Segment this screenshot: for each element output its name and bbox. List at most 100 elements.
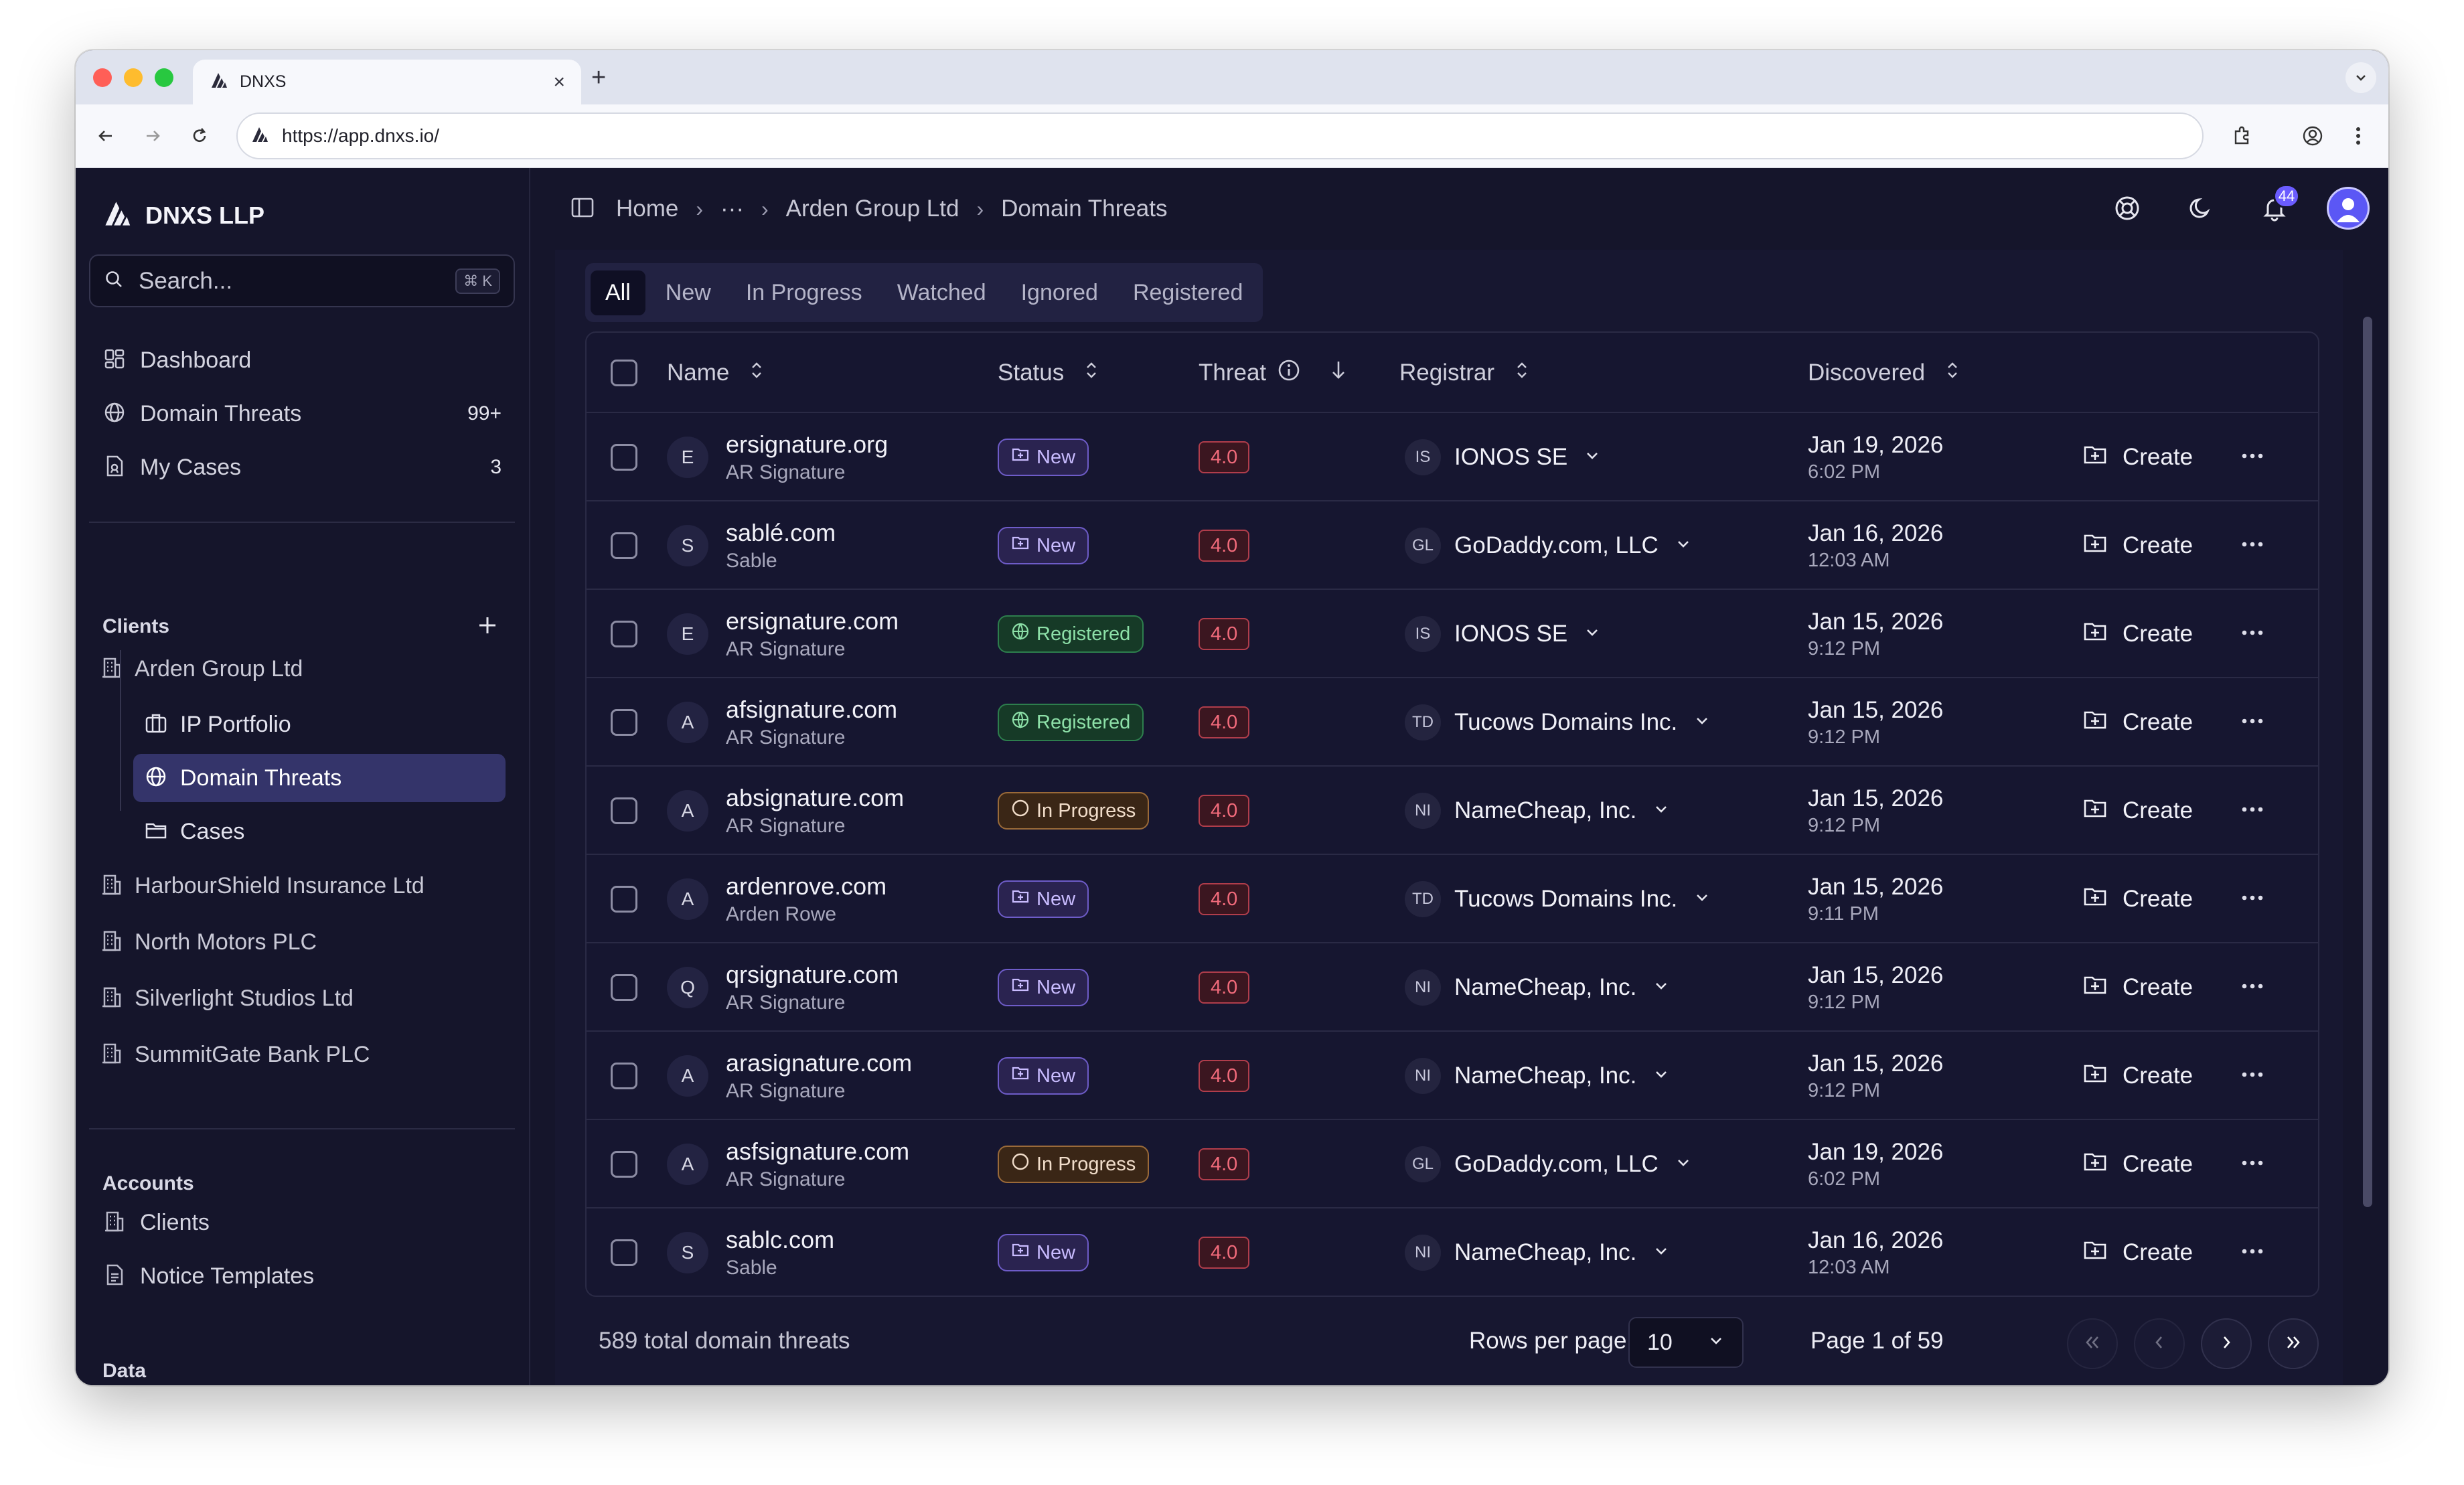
- scrollbar-thumb[interactable]: [2363, 317, 2372, 1207]
- filter-tab-watched[interactable]: Watched: [897, 279, 986, 305]
- address-bar[interactable]: https://app.dnxs.io/: [236, 112, 2204, 159]
- sub-cases[interactable]: Cases: [133, 807, 506, 856]
- dark-mode-moon-icon[interactable]: [2179, 187, 2222, 230]
- chevron-down-icon[interactable]: [1652, 1243, 1670, 1263]
- maximize-window-button[interactable]: [155, 68, 173, 87]
- notifications-bell-icon[interactable]: 44: [2253, 184, 2300, 230]
- status-badge[interactable]: Registered: [998, 615, 1144, 653]
- rows-per-page-select[interactable]: 10: [1628, 1317, 1744, 1368]
- status-badge[interactable]: New: [998, 527, 1089, 564]
- create-case-button[interactable]: Create: [2082, 413, 2193, 501]
- chevron-down-icon[interactable]: [1675, 536, 1692, 556]
- row-actions-button[interactable]: [2240, 943, 2264, 1032]
- row-checkbox[interactable]: [611, 797, 637, 824]
- row-actions-button[interactable]: [2240, 590, 2264, 678]
- create-case-button[interactable]: Create: [2082, 767, 2193, 855]
- extensions-icon[interactable]: [2225, 119, 2258, 153]
- nav-domain-threats[interactable]: Domain Threats 99+: [89, 390, 515, 437]
- row-checkbox[interactable]: [611, 886, 637, 913]
- create-case-button[interactable]: Create: [2082, 590, 2193, 678]
- registrar-cell[interactable]: NI NameCheap, Inc.: [1405, 1032, 1670, 1120]
- column-registrar[interactable]: Registrar: [1399, 333, 1529, 413]
- table-row[interactable]: S sablc.com Sable New 4.0 NI NameCheap, …: [587, 1208, 2318, 1296]
- sort-descending-arrow-icon[interactable]: [1329, 359, 1348, 388]
- row-actions-button[interactable]: [2240, 767, 2264, 855]
- next-page-button[interactable]: [2201, 1318, 2252, 1369]
- sidebar-toggle-icon[interactable]: [569, 194, 596, 224]
- table-row[interactable]: A absignature.com AR Signature In Progre…: [587, 767, 2318, 855]
- select-all-checkbox[interactable]: [611, 360, 637, 386]
- row-checkbox[interactable]: [611, 974, 637, 1001]
- sub-domain-threats[interactable]: Domain Threats: [133, 754, 506, 802]
- domain-name[interactable]: sablc.com: [726, 1226, 835, 1253]
- nav-my-cases[interactable]: My Cases 3: [89, 444, 515, 491]
- status-badge[interactable]: New: [998, 439, 1089, 476]
- domain-name[interactable]: arasignature.com: [726, 1049, 913, 1077]
- search-input[interactable]: [139, 267, 441, 295]
- browser-tab[interactable]: DNXS ×: [193, 60, 581, 104]
- column-threat[interactable]: Threat: [1199, 333, 1348, 413]
- status-badge[interactable]: New: [998, 969, 1089, 1006]
- domain-name[interactable]: absignature.com: [726, 784, 905, 811]
- sub-ip-portfolio[interactable]: IP Portfolio: [133, 700, 506, 749]
- domain-name[interactable]: afsignature.com: [726, 696, 898, 723]
- registrar-cell[interactable]: NI NameCheap, Inc.: [1405, 1208, 1670, 1296]
- forward-arrow-icon[interactable]: [136, 119, 169, 153]
- profile-icon[interactable]: [2296, 119, 2329, 153]
- client-arden-group[interactable]: Arden Group Ltd: [89, 645, 515, 692]
- create-case-button[interactable]: Create: [2082, 1032, 2193, 1120]
- client-summitgate[interactable]: SummitGate Bank PLC: [89, 1031, 515, 1078]
- status-badge[interactable]: New: [998, 880, 1089, 918]
- chevron-down-icon[interactable]: [1584, 447, 1601, 468]
- table-row[interactable]: A asfsignature.com AR Signature In Progr…: [587, 1120, 2318, 1208]
- help-lifebuoy-icon[interactable]: [2106, 187, 2149, 230]
- registrar-cell[interactable]: IS IONOS SE: [1405, 590, 1601, 678]
- column-name[interactable]: Name: [667, 333, 764, 413]
- status-badge[interactable]: In Progress: [998, 1146, 1150, 1183]
- domain-name[interactable]: ersignature.com: [726, 607, 899, 635]
- filter-tab-registered[interactable]: Registered: [1132, 279, 1243, 305]
- row-checkbox[interactable]: [611, 444, 637, 471]
- table-row[interactable]: A ardenrove.com Arden Rowe New 4.0 TD Tu…: [587, 855, 2318, 943]
- tab-close-icon[interactable]: ×: [553, 70, 565, 93]
- registrar-cell[interactable]: NI NameCheap, Inc.: [1405, 943, 1670, 1032]
- minimize-window-button[interactable]: [124, 68, 143, 87]
- filter-tab-new[interactable]: New: [665, 279, 711, 305]
- row-actions-button[interactable]: [2240, 501, 2264, 590]
- row-actions-button[interactable]: [2240, 1120, 2264, 1208]
- nav-dashboard[interactable]: Dashboard: [89, 337, 515, 384]
- tab-menu-chevron-icon[interactable]: [2345, 62, 2376, 93]
- domain-name[interactable]: ersignature.org: [726, 431, 889, 458]
- row-checkbox[interactable]: [611, 532, 637, 559]
- add-client-button[interactable]: [471, 609, 504, 642]
- registrar-cell[interactable]: TD Tucows Domains Inc.: [1405, 678, 1711, 767]
- chevron-down-icon[interactable]: [1652, 1066, 1670, 1087]
- create-case-button[interactable]: Create: [2082, 1120, 2193, 1208]
- row-actions-button[interactable]: [2240, 1208, 2264, 1296]
- row-checkbox[interactable]: [611, 1151, 637, 1178]
- create-case-button[interactable]: Create: [2082, 678, 2193, 767]
- create-case-button[interactable]: Create: [2082, 855, 2193, 943]
- breadcrumb-ellipsis[interactable]: ···: [720, 196, 744, 222]
- client-north-motors[interactable]: North Motors PLC: [89, 919, 515, 965]
- previous-page-button[interactable]: [2134, 1318, 2185, 1369]
- nav-notice-templates[interactable]: Notice Templates: [89, 1253, 515, 1300]
- search-box[interactable]: ⌘ K: [89, 254, 515, 307]
- table-row[interactable]: E ersignature.com AR Signature Registere…: [587, 590, 2318, 678]
- row-checkbox[interactable]: [611, 709, 637, 736]
- status-badge[interactable]: New: [998, 1057, 1089, 1095]
- filter-tab-all[interactable]: All: [591, 270, 645, 315]
- brand[interactable]: DNXS LLP: [101, 198, 264, 233]
- chevron-down-icon[interactable]: [1652, 978, 1670, 998]
- first-page-button[interactable]: [2067, 1318, 2118, 1369]
- new-tab-icon[interactable]: +: [591, 64, 607, 92]
- chevron-down-icon[interactable]: [1652, 801, 1670, 822]
- breadcrumb-client[interactable]: Arden Group Ltd: [785, 196, 959, 222]
- row-checkbox[interactable]: [611, 1239, 637, 1266]
- domain-name[interactable]: qrsignature.com: [726, 961, 899, 988]
- create-case-button[interactable]: Create: [2082, 1208, 2193, 1296]
- filter-tab-ignored[interactable]: Ignored: [1020, 279, 1098, 305]
- column-discovered[interactable]: Discovered: [1808, 333, 1960, 413]
- registrar-cell[interactable]: GL GoDaddy.com, LLC: [1405, 501, 1692, 590]
- row-actions-button[interactable]: [2240, 678, 2264, 767]
